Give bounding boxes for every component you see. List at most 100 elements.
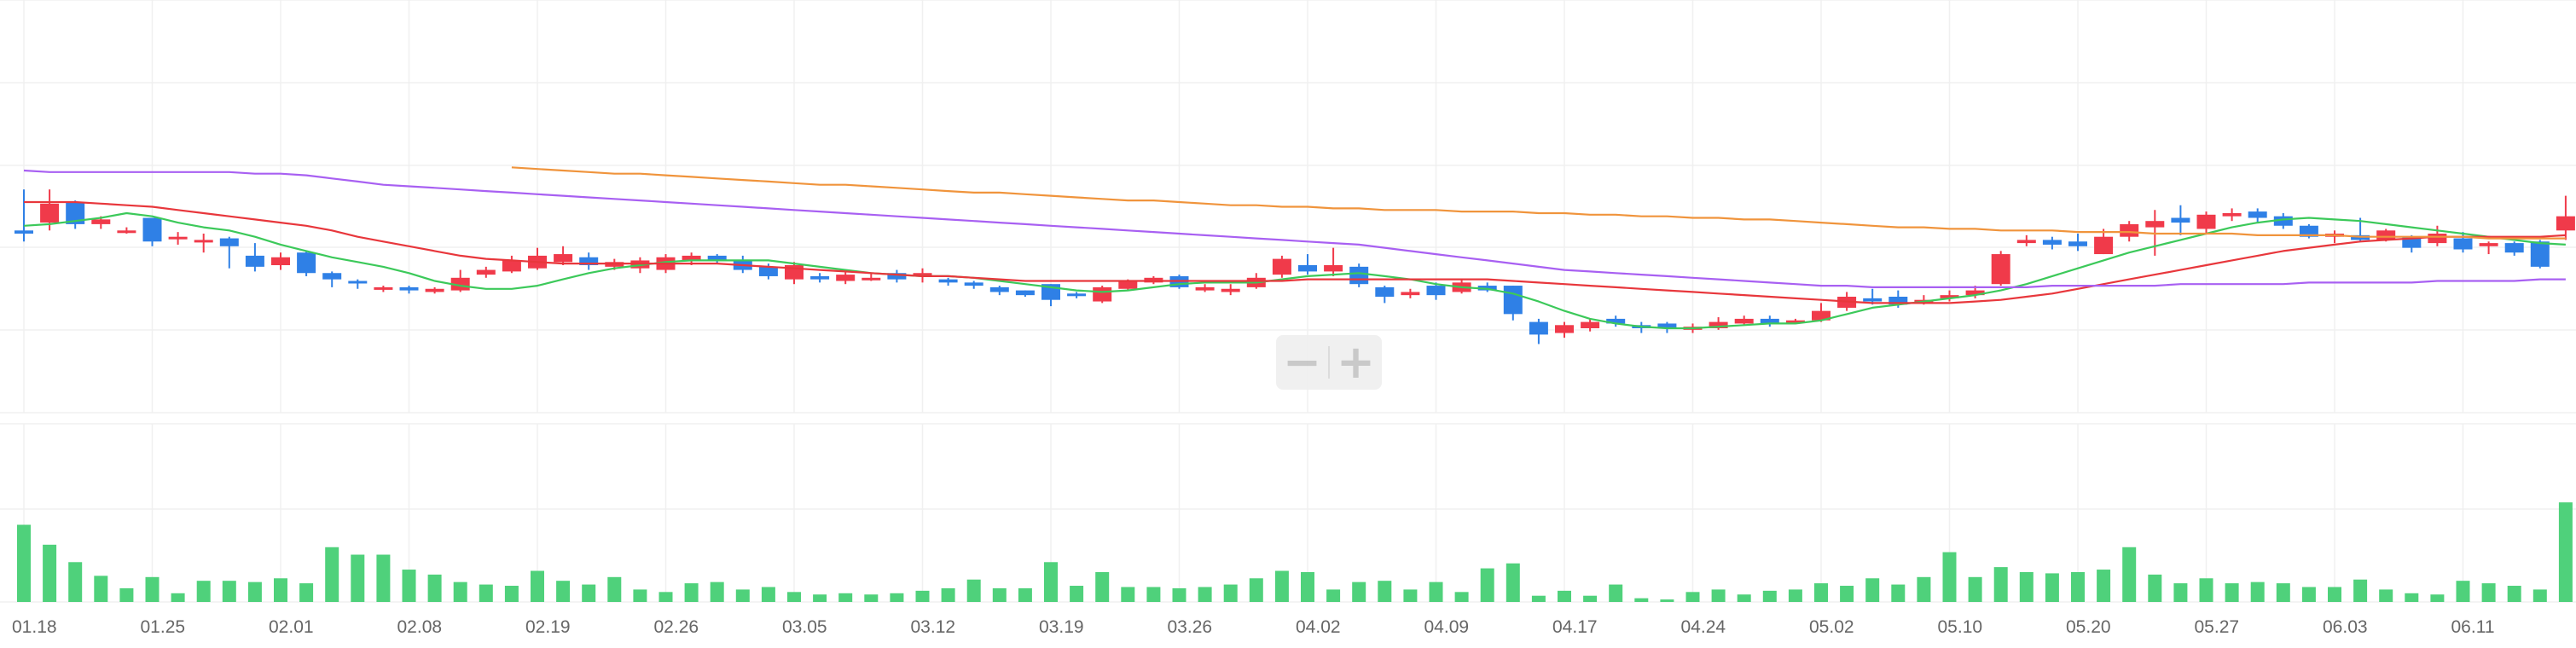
candle — [1709, 317, 1728, 330]
volume-bar — [1172, 587, 1186, 602]
candle — [399, 286, 419, 294]
volume-bar — [1223, 584, 1238, 602]
volume-bar — [2481, 583, 2496, 602]
candle-body — [836, 275, 856, 281]
x-tick-label: 03.19 — [1039, 617, 1084, 637]
candle — [297, 251, 316, 276]
candle-body — [1940, 295, 1959, 298]
volume-bar — [2558, 502, 2573, 602]
candle — [1093, 286, 1112, 304]
candle-body — [2504, 243, 2524, 253]
candle-body — [348, 281, 368, 284]
candle-body — [758, 266, 778, 276]
candle — [425, 286, 444, 294]
candle-body — [1709, 321, 1728, 328]
volume-bar — [2097, 570, 2111, 602]
volume-bar — [145, 576, 160, 602]
volume-bar — [94, 576, 108, 602]
candle — [1324, 247, 1343, 276]
volume-bar — [2430, 594, 2445, 602]
x-tick-label: 03.26 — [1168, 617, 1213, 637]
candle-body — [2248, 211, 2267, 218]
price-grid — [0, 0, 2576, 414]
candle — [2222, 208, 2242, 222]
candle-body — [810, 275, 830, 280]
volume-bar — [941, 587, 955, 602]
candle — [2273, 212, 2293, 229]
candle-body — [1015, 290, 1035, 296]
volume-bar — [43, 544, 57, 602]
zoom-out-button[interactable]: − — [1282, 335, 1322, 389]
volume-bar — [1711, 589, 1726, 602]
candle-body — [374, 286, 393, 290]
candle-body — [40, 203, 60, 223]
volume-bar — [556, 581, 571, 602]
candle-body — [2222, 212, 2242, 217]
volume-bar — [710, 581, 724, 602]
candle — [194, 234, 213, 253]
volume-bar — [1865, 578, 1880, 602]
candle — [785, 262, 804, 285]
volume-bar — [1249, 578, 1263, 602]
candle-body — [964, 282, 983, 286]
candle-body — [142, 217, 162, 242]
candle-body — [1812, 310, 1830, 321]
candle-body — [862, 277, 881, 281]
candle — [1760, 315, 1779, 327]
candle — [862, 273, 881, 281]
candle-body — [1991, 254, 2010, 285]
candlesticks — [15, 189, 2575, 344]
candle-body — [1734, 318, 1754, 324]
x-tick-label: 05.10 — [1938, 617, 1983, 637]
candle — [2556, 195, 2575, 240]
x-tick-label: 05.27 — [2195, 617, 2240, 637]
volume-bar — [1429, 581, 1443, 602]
candle-body — [15, 230, 33, 234]
candle-body — [322, 273, 342, 280]
candle — [219, 236, 239, 269]
volume-bar — [504, 586, 519, 602]
volume-bar — [2301, 587, 2316, 602]
ma60-line — [23, 169, 2566, 288]
candle — [938, 277, 958, 286]
volume-bar — [761, 587, 775, 602]
volume-bar — [531, 570, 544, 602]
x-tick-label: 01.18 — [12, 617, 57, 637]
candle-body — [554, 254, 573, 263]
candle — [836, 271, 856, 285]
x-tick-label: 03.12 — [911, 617, 956, 637]
candle-body — [2016, 240, 2036, 244]
x-axis: 01.18 01.25 02.01 02.08 02.19 02.26 03.05 03.12… — [12, 617, 2495, 637]
volume-bar — [1891, 584, 1906, 602]
candle — [1272, 255, 1291, 278]
x-tick-label: 06.11 — [2451, 617, 2495, 637]
volume-bar — [2405, 593, 2419, 602]
candle-body — [1375, 286, 1395, 297]
candle-body — [1426, 286, 1446, 296]
volume-bar — [735, 589, 750, 602]
x-tick-label: 02.26 — [654, 617, 699, 637]
candle-body — [91, 219, 111, 224]
candle-body — [1657, 323, 1677, 328]
x-tick-label: 05.20 — [2066, 617, 2111, 637]
candle-body — [682, 255, 701, 261]
candle-body — [450, 277, 470, 291]
candle — [2453, 232, 2473, 253]
volume-bar — [2122, 547, 2137, 602]
candle — [810, 273, 830, 283]
ma120-line — [511, 166, 2566, 240]
volume-bar — [247, 581, 262, 602]
volume-bar — [659, 592, 673, 602]
candle — [989, 286, 1009, 296]
ma20-line — [24, 200, 2566, 304]
candle — [1015, 290, 1035, 297]
candle — [1606, 315, 1626, 327]
volume-bar — [17, 524, 31, 602]
candle — [1581, 318, 1600, 332]
x-tick-label: 04.24 — [1681, 617, 1726, 637]
zoom-in-button[interactable]: + — [1336, 335, 1376, 389]
candle — [2171, 205, 2190, 235]
volume-bar — [890, 593, 904, 602]
candle — [1401, 288, 1420, 298]
